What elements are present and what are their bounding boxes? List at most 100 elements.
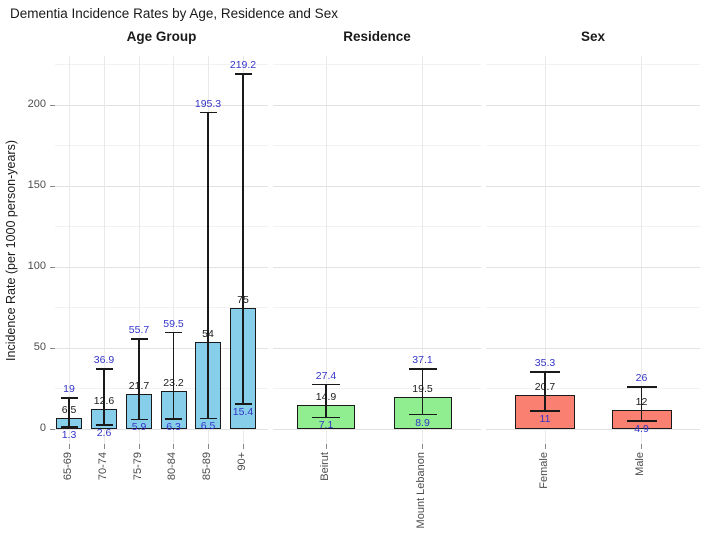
gridline-vertical [544, 56, 546, 444]
y-tick-label: 100 [27, 260, 46, 272]
value-label: 20.7 [534, 381, 556, 394]
error-bar-cap-upper [312, 383, 340, 386]
error-bar-cap-lower [130, 418, 148, 421]
error-bar-line [207, 112, 209, 419]
gridline-minor [55, 145, 268, 146]
gridline-minor [486, 64, 700, 65]
x-axis-tick [544, 444, 546, 449]
gridline-vertical [641, 56, 642, 444]
x-axis-tick [207, 444, 209, 449]
error-bar-line [138, 338, 140, 420]
error-bar-line [103, 369, 105, 425]
x-axis-tick [173, 444, 174, 449]
ci-lower-label: 6.3 [166, 420, 181, 433]
x-tick-label-80-84: 80-84 [166, 452, 178, 481]
gridline-minor [273, 145, 481, 146]
gridline-major [486, 347, 700, 349]
gridline-minor [486, 226, 700, 227]
gridline-major [273, 104, 481, 106]
gridline-major [55, 104, 268, 106]
value-label: 6.5 [61, 404, 77, 417]
gridline-major [486, 266, 700, 268]
y-tick-label: 0 [39, 422, 46, 434]
x-tick-label-mount-lebanon: Mount Lebanon [415, 452, 427, 529]
ci-lower-label: 6.5 [200, 420, 216, 433]
y-axis-tick [50, 347, 55, 349]
panel-header-age-group: Age Group [126, 29, 197, 44]
x-axis-tick [138, 444, 140, 449]
ci-lower-label: 7.1 [318, 419, 334, 432]
error-bar-line [421, 368, 424, 415]
error-bar-cap-upper [234, 73, 252, 75]
gridline-major [55, 347, 268, 349]
error-bar-cap-lower [408, 413, 437, 416]
gridline-minor [486, 145, 700, 146]
error-bar-cap-lower [165, 418, 182, 420]
value-label: 14.9 [315, 390, 337, 403]
chart-title: Dementia Incidence Rates by Age, Residen… [10, 6, 338, 21]
gridline-minor [55, 307, 268, 308]
ci-upper-label: 35.3 [534, 356, 556, 369]
x-axis-tick [325, 444, 327, 449]
value-label: 12.6 [93, 394, 115, 407]
error-bar-cap-lower [530, 410, 560, 412]
x-axis-tick [422, 444, 423, 449]
error-bar-line [640, 386, 643, 422]
gridline-minor [486, 388, 700, 389]
gridline-vertical [68, 56, 70, 444]
error-bar-cap-lower [60, 426, 78, 428]
gridline-vertical [138, 56, 140, 444]
error-bar-cap-upper [408, 368, 437, 370]
gridline-major [486, 428, 700, 430]
gridline-vertical [173, 56, 174, 444]
y-tick-label: 200 [27, 98, 46, 110]
panel-sex: 20.7 35.3 11 Female 12 26 4.9 Male [486, 56, 700, 489]
ci-lower-label: 8.9 [415, 416, 430, 429]
panel-age-group: 6.5 19 1.3 65-69 12.6 36.9 2.6 70-74 21.7 55.7 5.9… [55, 56, 268, 480]
gridline-major [55, 428, 268, 430]
gridline-major [55, 185, 268, 187]
x-axis-tick [242, 444, 244, 449]
gridline-major [273, 185, 481, 187]
y-axis-tick [50, 428, 55, 430]
value-label: 12 [635, 395, 648, 408]
error-bar-cap-upper [626, 386, 657, 388]
ci-upper-label: 195.3 [194, 97, 222, 110]
error-bar-line [544, 371, 546, 412]
gridline-minor [55, 64, 268, 65]
x-axis-tick [103, 444, 105, 449]
y-axis-tick [50, 266, 55, 268]
error-bar-cap-lower [626, 420, 657, 422]
ci-upper-label: 37.1 [412, 353, 433, 366]
y-tick-label: 150 [27, 179, 46, 191]
gridline-vertical [422, 56, 423, 444]
gridline-major [273, 266, 481, 268]
error-bar-cap-upper [130, 338, 148, 340]
gridline-minor [55, 226, 268, 227]
gridline-vertical [325, 56, 327, 444]
y-axis-title: Incidence Rate (per 1000 person-years) [4, 139, 18, 361]
ci-lower-label: 15.4 [232, 406, 254, 419]
error-bar-line [68, 398, 70, 427]
y-axis-tick [50, 104, 55, 106]
gridline-major [486, 185, 700, 187]
panel-header-sex: Sex [580, 29, 606, 44]
panel-header-residence: Residence [343, 29, 411, 44]
gridline-major [55, 266, 268, 268]
ci-upper-label: 19 [63, 383, 75, 396]
x-tick-label-65-69: 65-69 [61, 452, 74, 481]
gridline-minor [273, 226, 481, 227]
x-tick-label-female: Female [537, 452, 550, 489]
y-tick-label: 50 [33, 341, 46, 353]
x-tick-label-90+: 90+ [235, 452, 248, 471]
error-bar-cap-lower [199, 417, 217, 420]
value-label: 54 [202, 327, 214, 340]
error-bar-cap-upper [95, 368, 113, 370]
gridline-minor [273, 388, 481, 389]
x-tick-label-beirut: Beirut [318, 452, 331, 481]
ci-upper-label: 27.4 [315, 369, 337, 382]
ci-upper-label: 59.5 [163, 317, 184, 330]
y-axis-title-wrap: Incidence Rate (per 1000 person-years) [2, 56, 20, 444]
error-bar-cap-lower [234, 403, 252, 405]
